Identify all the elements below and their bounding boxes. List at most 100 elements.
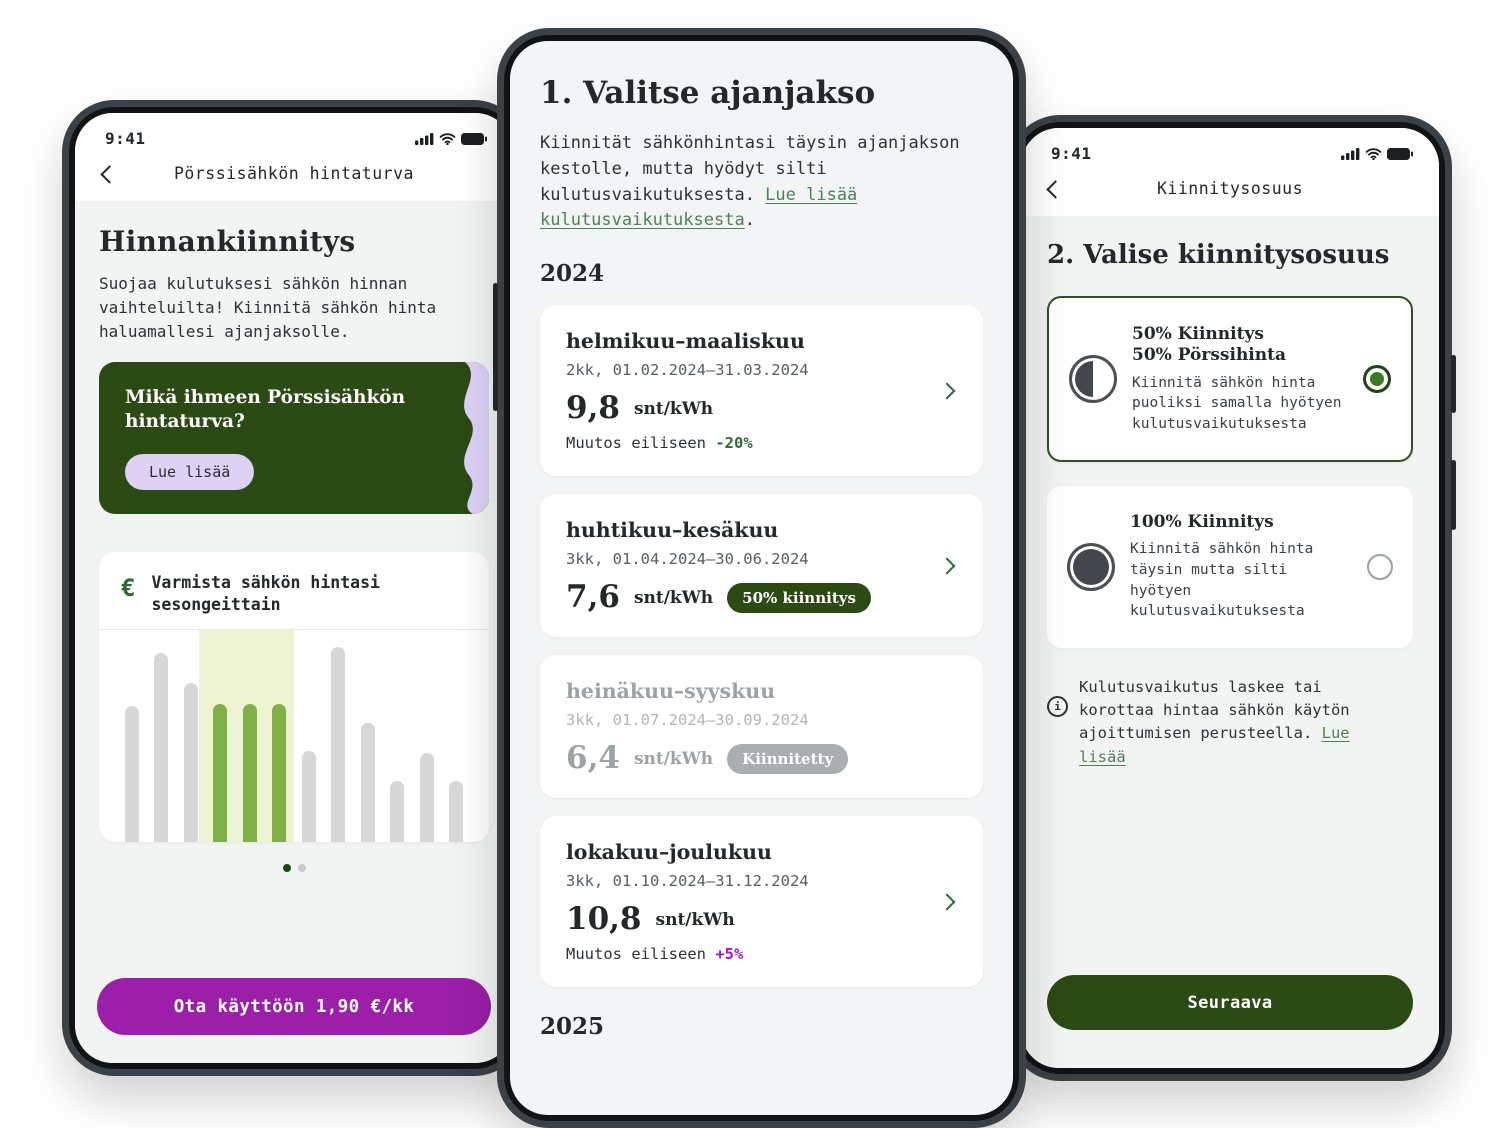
status-icons bbox=[415, 132, 487, 145]
bar-column bbox=[206, 630, 236, 842]
step1-title: 1. Valitse ajanjakso bbox=[540, 75, 876, 111]
info-note: i Kulutusvaikutus laskee tai korottaa hi… bbox=[1047, 676, 1413, 769]
bar bbox=[360, 723, 375, 842]
bar bbox=[183, 682, 198, 842]
wave-decoration bbox=[464, 362, 489, 515]
bar bbox=[449, 780, 464, 842]
bar-column bbox=[353, 630, 383, 842]
bar-column bbox=[324, 630, 354, 842]
period-dates: 3kk, 01.10.2024–31.12.2024 bbox=[566, 872, 809, 891]
info-icon: i bbox=[1047, 695, 1068, 717]
price-unit: snt/kWh bbox=[633, 398, 714, 419]
fixation-badge: 50% kiinnitys bbox=[727, 582, 871, 613]
activate-button[interactable]: Ota käyttöön 1,90 €/kk bbox=[97, 978, 491, 1035]
period-price: 6,4 bbox=[566, 740, 620, 777]
year-heading-2024: 2024 bbox=[540, 260, 605, 288]
back-chevron-icon[interactable] bbox=[100, 164, 119, 184]
period-title: lokakuu–joulukuu bbox=[566, 840, 772, 865]
option-100-percent[interactable]: 100% Kiinnitys Kiinnitä sähkön hinta täy… bbox=[1047, 486, 1413, 648]
promo-card: Mikä ihmeen Pörssisähkön hintaturva? Lue… bbox=[99, 362, 489, 515]
carousel-dots bbox=[99, 863, 489, 872]
bar bbox=[390, 780, 405, 842]
radio-selected[interactable] bbox=[1363, 365, 1391, 394]
step2-title: 2. Valise kiinnitysosuus bbox=[1047, 240, 1390, 270]
chart-title: Varmista sähkön hintasi sesongeittain bbox=[151, 573, 380, 614]
info-read-more-link[interactable]: Lue lisää bbox=[1079, 724, 1350, 766]
bar bbox=[419, 752, 434, 842]
season-bar-chart bbox=[103, 629, 485, 842]
promo-title: Mikä ihmeen Pörssisähkön hintaturva? bbox=[125, 387, 406, 433]
bar bbox=[331, 646, 346, 842]
battery-icon bbox=[461, 132, 487, 145]
nav-title: Kiinnitysosuus bbox=[1156, 179, 1304, 198]
bar bbox=[154, 653, 169, 842]
bar-column bbox=[235, 630, 265, 842]
highlighted-bar bbox=[242, 704, 257, 842]
bar-column bbox=[294, 630, 324, 842]
carousel-dot-inactive[interactable] bbox=[297, 863, 306, 872]
status-icons bbox=[1341, 147, 1413, 160]
bar-chart-bars bbox=[117, 630, 471, 842]
highlighted-bar bbox=[213, 704, 228, 842]
cellular-signal-icon bbox=[1341, 147, 1360, 160]
bar-column bbox=[412, 630, 442, 842]
left-phone-screen: 9:41 Pörssisähkön hintaturva Hinnankiinn… bbox=[75, 113, 513, 1063]
change-label: Muutos eiliseen bbox=[566, 434, 706, 453]
radio-unselected[interactable] bbox=[1367, 554, 1393, 581]
period-price: 7,6 bbox=[566, 579, 620, 616]
bar-column bbox=[265, 630, 295, 842]
volume-button bbox=[493, 283, 498, 411]
change-note: Muutos eiliseen +5% bbox=[566, 945, 957, 963]
period-dates: 2kk, 01.02.2024–31.03.2024 bbox=[566, 361, 809, 380]
volume-button bbox=[1451, 460, 1456, 530]
bar-column bbox=[176, 630, 206, 842]
step1-intro: Kiinnität sähkönhintasi täysin ajanjakso… bbox=[540, 131, 983, 234]
price-unit: snt/kWh bbox=[633, 748, 714, 769]
status-time: 9:41 bbox=[105, 129, 146, 148]
bar-column bbox=[383, 630, 413, 842]
bar bbox=[301, 750, 316, 842]
change-label: Muutos eiliseen bbox=[566, 945, 706, 964]
option-50-percent[interactable]: 50% Kiinnitys 50% Pörssihinta Kiinnitä sä… bbox=[1047, 296, 1413, 463]
euro-icon: € bbox=[121, 574, 136, 603]
year-heading-2025: 2025 bbox=[540, 1013, 605, 1041]
bar bbox=[124, 706, 139, 842]
price-unit: snt/kWh bbox=[655, 909, 735, 930]
period-card-oct-dec[interactable]: lokakuu–joulukuu 3kk, 01.10.2024–31.12.2… bbox=[540, 816, 983, 988]
period-dates: 3kk, 01.07.2024–30.09.2024 bbox=[566, 711, 809, 730]
period-card-apr-jun[interactable]: huhtikuu–kesäkuu 3kk, 01.04.2024–30.06.2… bbox=[540, 494, 983, 638]
bar-column bbox=[117, 630, 147, 842]
next-button[interactable]: Seuraava bbox=[1047, 975, 1413, 1030]
left-phone: 9:41 Pörssisähkön hintaturva Hinnankiinn… bbox=[62, 100, 526, 1076]
period-card-feb-mar[interactable]: helmikuu–maaliskuu 2kk, 01.02.2024–31.03… bbox=[540, 305, 983, 477]
wifi-icon bbox=[439, 132, 456, 145]
right-phone-bezel: 9:41 Kiinnitysosuus 2. Valise kiinnityso… bbox=[1015, 122, 1445, 1074]
period-title: huhtikuu–kesäkuu bbox=[566, 518, 779, 543]
fixed-badge: Kiinnitetty bbox=[727, 743, 849, 774]
carousel-dot-active[interactable] bbox=[282, 863, 291, 872]
info-text: Kulutusvaikutus laskee tai korottaa hint… bbox=[1079, 677, 1350, 743]
nav-bar: Pörssisähkön hintaturva bbox=[75, 150, 513, 201]
page-title: Hinnankiinnitys bbox=[99, 225, 356, 258]
left-app-body: Hinnankiinnitys Suojaa kulutuksesi sähkö… bbox=[75, 201, 513, 1063]
period-price: 9,8 bbox=[566, 390, 620, 427]
promo-read-more-button[interactable]: Lue lisää bbox=[125, 454, 255, 491]
period-card-jul-sep: heinäkuu–syyskuu 3kk, 01.07.2024–30.09.2… bbox=[540, 655, 983, 799]
middle-phone-bezel: 1. Valitse ajanjakso Kiinnität sähkönhin… bbox=[504, 35, 1019, 1121]
consumption-effect-link[interactable]: Lue lisää kulutusvaikutuksesta bbox=[540, 184, 858, 231]
half-circle-icon bbox=[1069, 355, 1117, 404]
cellular-signal-icon bbox=[415, 132, 434, 145]
battery-icon bbox=[1387, 147, 1413, 160]
right-phone-screen: 9:41 Kiinnitysosuus 2. Valise kiinnityso… bbox=[1021, 128, 1439, 1068]
divider bbox=[99, 628, 489, 630]
back-chevron-icon[interactable] bbox=[1046, 179, 1065, 199]
nav-title: Pörssisähkön hintaturva bbox=[174, 164, 414, 183]
wifi-icon bbox=[1365, 147, 1382, 160]
nav-bar: Kiinnitysosuus bbox=[1021, 165, 1439, 216]
option-description: Kiinnitä sähkön hinta puoliksi samalla h… bbox=[1132, 374, 1342, 432]
middle-phone: 1. Valitse ajanjakso Kiinnität sähkönhin… bbox=[493, 28, 1026, 1128]
option-title: 50% Kiinnitys 50% Pörssihinta bbox=[1132, 324, 1286, 366]
period-dates: 3kk, 01.04.2024–30.06.2024 bbox=[566, 550, 809, 569]
intro-text: Kiinnität sähkönhintasi täysin ajanjakso… bbox=[540, 133, 960, 205]
status-bar: 9:41 bbox=[1021, 128, 1439, 165]
